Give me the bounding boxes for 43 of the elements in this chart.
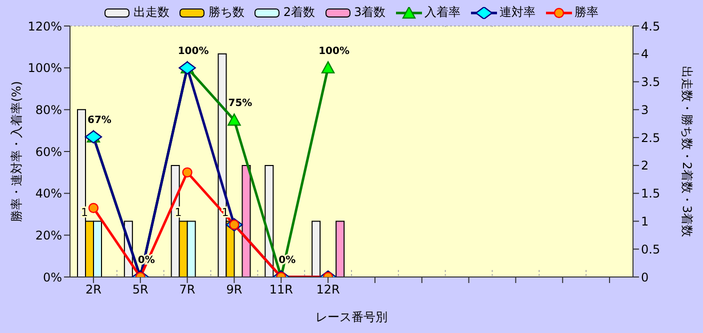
x-tick-label: 11R — [269, 282, 293, 297]
x-tick-label: 5R — [132, 282, 148, 297]
data-label: 100% — [318, 46, 350, 57]
point — [182, 167, 192, 178]
legend-label: 3着数 — [354, 4, 386, 21]
y-tick-label: 100% — [28, 61, 62, 76]
legend-label: 出走数 — [133, 4, 170, 21]
legend-label: 2着数 — [283, 4, 315, 21]
data-label: 75% — [228, 98, 252, 110]
y2-tick-label: 4.5 — [641, 19, 660, 34]
y-tick-label: 20% — [35, 228, 62, 242]
y-tick-label: 80% — [35, 102, 62, 117]
x-tick-label: 2R — [85, 282, 102, 297]
point — [228, 114, 241, 126]
x-axis-title: レース番号別 — [316, 310, 388, 324]
legend-label: 入着率 — [424, 4, 461, 21]
x-tick-label: 12R — [316, 282, 340, 297]
point — [321, 61, 335, 74]
y2-tick-label: 2 — [641, 158, 649, 173]
y2-tick-label: 2.5 — [641, 130, 660, 145]
y2-tick-label: 0 — [641, 270, 649, 284]
data-label: 67% — [87, 114, 112, 126]
legend-label: 勝ち数 — [208, 4, 244, 21]
y2-tick-label: 4 — [641, 47, 649, 62]
y2-tick-label: 1 — [641, 214, 649, 228]
y2-tick-label: 0.5 — [641, 242, 660, 256]
y2-tick-label: 1.5 — [641, 186, 660, 201]
bar — [336, 220, 345, 277]
y2-tick-label: 3.5 — [641, 75, 660, 90]
y-tick-label: 40% — [35, 186, 62, 201]
legend-label: 勝率 — [574, 4, 599, 21]
x-tick-label: 7R — [179, 282, 196, 297]
y-tick-label: 0% — [42, 270, 62, 284]
bar — [242, 164, 251, 277]
x-tick-label: 9R — [226, 282, 242, 297]
bar — [312, 220, 321, 277]
y-tick-label: 120% — [28, 19, 62, 34]
y2-tick-label: 3 — [641, 102, 649, 117]
data-label: 100% — [178, 46, 209, 57]
y-axis-title: 勝率・連対率・入着率(%) — [9, 81, 24, 222]
y-tick-label: 60% — [35, 144, 62, 159]
y2-axis-title: 出走数・勝ち数・2着数・3着数 — [680, 66, 694, 238]
legend-label: 連対率 — [500, 4, 536, 21]
